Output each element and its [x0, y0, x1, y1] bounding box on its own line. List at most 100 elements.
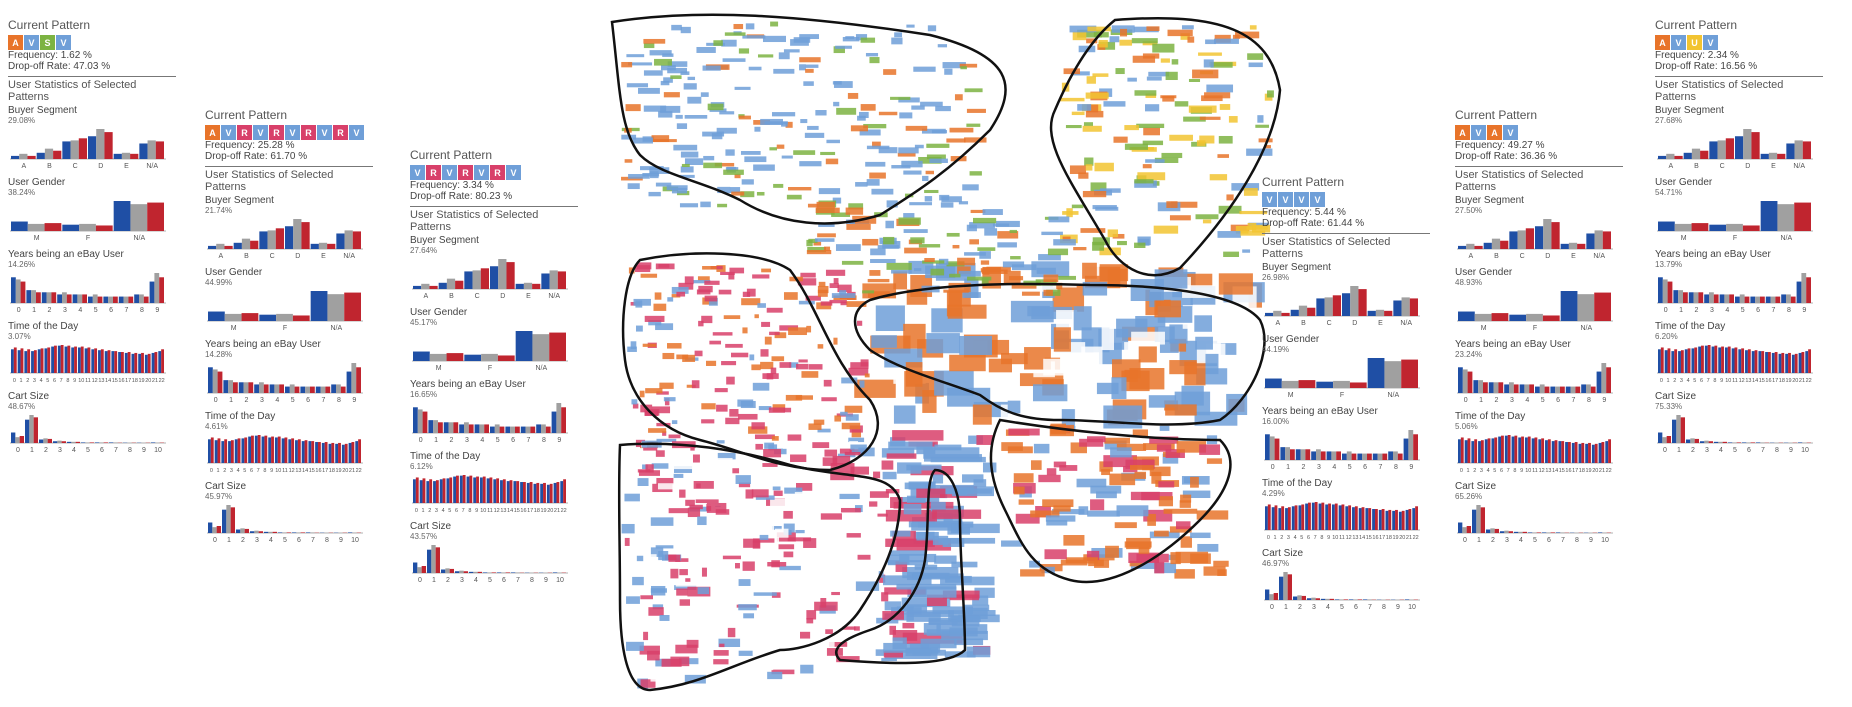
pattern-tile: [798, 300, 815, 305]
pattern-tile: [713, 40, 723, 46]
buyer-tick-label: B: [449, 293, 454, 300]
cart-bar: [1458, 522, 1463, 533]
pattern-tile: [698, 285, 713, 293]
time-tick-label: 5: [1300, 535, 1303, 541]
time-bar: [1308, 502, 1311, 530]
pattern-tile: [1130, 562, 1158, 569]
buyer-bar: [1342, 293, 1351, 316]
time-bar: [1325, 504, 1329, 530]
pattern-tile: [758, 406, 772, 411]
pattern-tile: [1174, 101, 1189, 107]
cart-bar: [1694, 438, 1699, 443]
years-bar: [479, 424, 485, 433]
pattern-tile: [1148, 71, 1170, 77]
cart-bar: [511, 572, 516, 573]
pattern-tile: [654, 292, 662, 300]
pattern-tile: [1158, 481, 1175, 488]
buyer-bar: [1281, 312, 1290, 316]
pattern-tile: [815, 110, 827, 116]
pattern-tile: [704, 295, 718, 302]
time-tick-label: 7: [1507, 468, 1510, 474]
pattern-tile: [1116, 505, 1149, 517]
years-bar: [1781, 294, 1786, 303]
pattern-token: V: [442, 165, 457, 180]
pattern-tile: [808, 423, 822, 430]
time-bar: [1408, 509, 1412, 530]
years-bar: [20, 281, 26, 303]
buyer-bar: [1683, 152, 1692, 159]
time-bar: [1487, 438, 1491, 463]
pattern-token: R: [490, 165, 505, 180]
time-chart: 0 1 2 3 4 5 6 7 8 9 10 11 12 13 14 15 16 17 18 19 20 21 22: [1457, 435, 1613, 474]
pattern-tile: [650, 547, 664, 557]
pattern-tile: [913, 66, 936, 72]
cart-bar: [417, 567, 422, 573]
pattern-tile: [754, 314, 759, 319]
pattern-tile: [1130, 491, 1160, 501]
pattern-tile: [634, 265, 651, 273]
years-tick-label: 3: [1510, 397, 1514, 404]
pattern-tile: [671, 420, 678, 425]
pattern-tile: [963, 604, 990, 612]
years-bar: [1560, 386, 1565, 393]
pattern-tile: [635, 325, 643, 332]
pattern-tile: [972, 404, 992, 425]
pattern-tile: [829, 299, 847, 304]
pattern-tile: [769, 147, 778, 151]
pattern-tile: [655, 263, 675, 270]
pattern-tile: [633, 298, 651, 306]
pattern-tile: [653, 303, 667, 311]
time-bar: [264, 435, 268, 463]
time-tick-label: 18: [1386, 535, 1392, 541]
pattern-tile: [1134, 179, 1154, 184]
pattern-tile: [685, 578, 691, 582]
gender-bar: [1298, 380, 1316, 388]
time-bar: [1331, 504, 1335, 530]
time-bar: [422, 478, 426, 503]
cart-tick-label: 6: [1354, 604, 1358, 611]
pattern-tile: [651, 463, 669, 469]
cart-tick-label: 6: [100, 447, 104, 454]
pattern-tile: [712, 332, 733, 336]
years-bar: [149, 281, 155, 303]
cart-bar: [11, 432, 16, 443]
years-bar: [108, 296, 113, 303]
pattern-tile: [1010, 256, 1021, 260]
pattern-tile: [804, 132, 825, 138]
pattern-tile: [1011, 264, 1037, 271]
years-bar: [356, 367, 361, 393]
time-tick-label: 14: [1752, 378, 1758, 384]
pattern-tile: [806, 610, 817, 620]
pattern-tile: [660, 499, 671, 506]
years-bar: [525, 426, 531, 433]
gender-bar: [413, 351, 430, 361]
years-tick-label: 4: [1525, 397, 1529, 404]
pattern-tile: [679, 569, 688, 576]
time-bar: [1585, 443, 1589, 463]
years-bar: [31, 290, 36, 303]
pattern-tile: [884, 601, 902, 611]
pattern-tile: [640, 595, 653, 600]
time-bar: [341, 444, 345, 463]
pattern-tile: [845, 207, 864, 215]
pattern-tile: [776, 144, 785, 149]
pattern-tile: [924, 484, 974, 495]
time-bar: [57, 345, 61, 373]
cart-bar: [1742, 442, 1747, 443]
cart-tick-label: 8: [1382, 604, 1386, 611]
cart-bar: [1714, 441, 1719, 443]
time-tick-label: 12: [1346, 535, 1352, 541]
pattern-tile: [1187, 36, 1195, 43]
pattern-tile: [800, 631, 811, 639]
region-outline-b: [621, 252, 880, 472]
pattern-tile: [1074, 403, 1095, 426]
pattern-tile: [1137, 172, 1166, 181]
pattern-tile: [926, 154, 946, 160]
years-bar: [1539, 384, 1545, 393]
